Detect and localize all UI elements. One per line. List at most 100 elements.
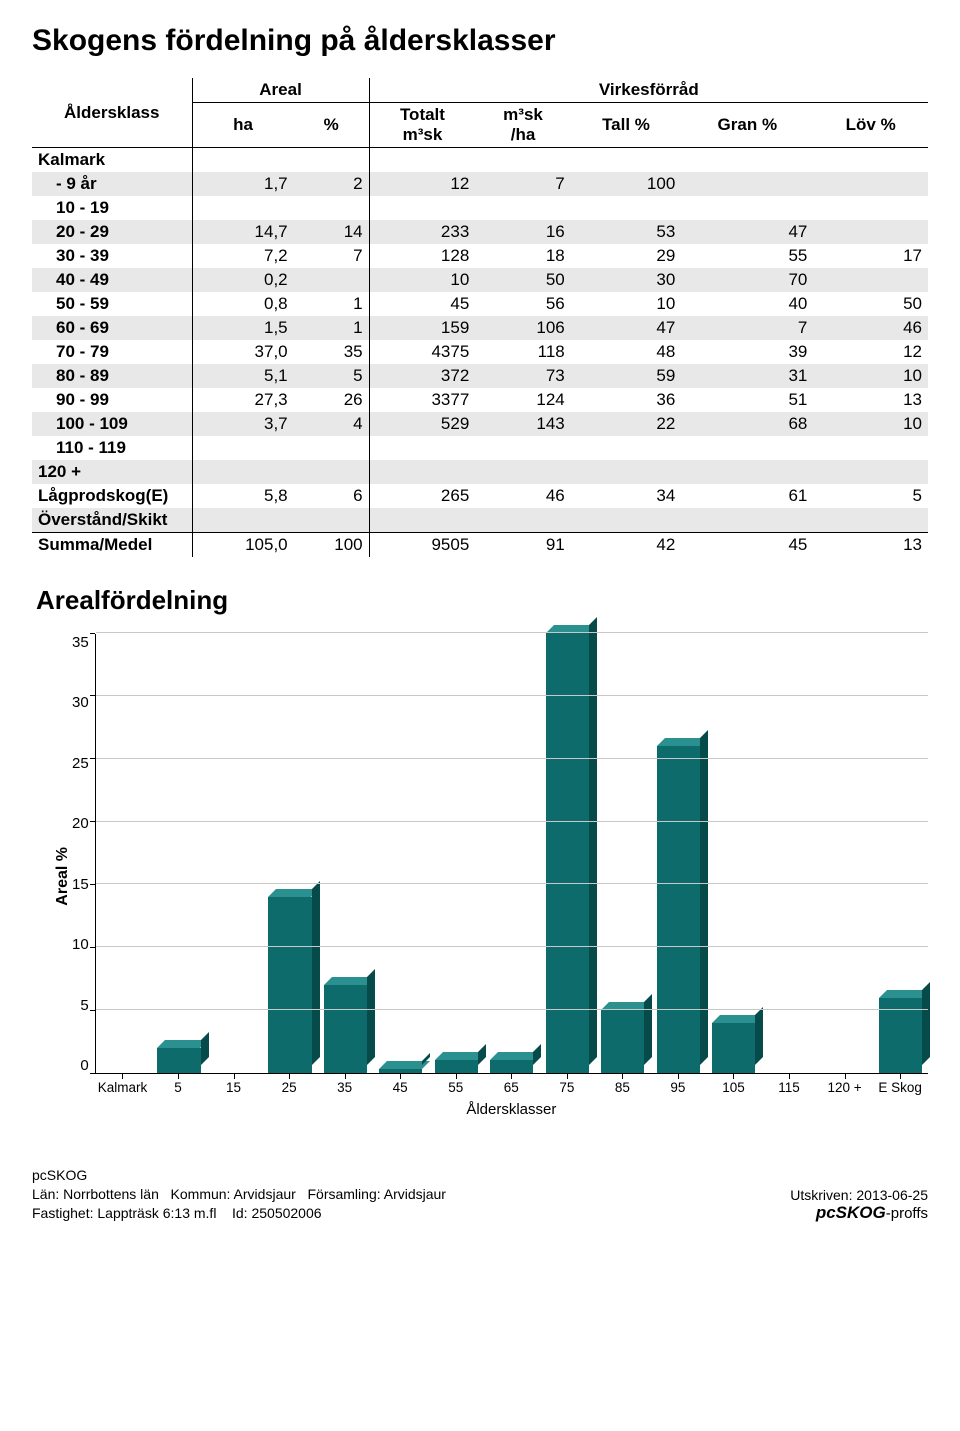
xtick-label: 35 xyxy=(317,1080,373,1095)
xtick-label: 120 + xyxy=(817,1080,873,1095)
table-row: 80 - 895,1537273593110 xyxy=(32,364,928,388)
cell: 10 xyxy=(813,412,928,436)
cell: 372 xyxy=(369,364,475,388)
bar xyxy=(324,985,367,1073)
table-row: 100 - 1093,74529143226810 xyxy=(32,412,928,436)
th-group-areal: Areal xyxy=(192,78,369,103)
chart-yaxis: 35302520151050 xyxy=(72,634,95,1074)
cell: 61 xyxy=(681,484,813,508)
bar xyxy=(435,1060,478,1073)
cell xyxy=(475,436,570,460)
cell: 106 xyxy=(475,316,570,340)
cell xyxy=(192,460,294,484)
bar-slot xyxy=(762,634,817,1073)
cell: 50 xyxy=(813,292,928,316)
ytick-label: 25 xyxy=(72,755,89,772)
cell: Lågprodskog(E) xyxy=(32,484,192,508)
cell xyxy=(475,196,570,220)
cell: 31 xyxy=(681,364,813,388)
th-aldersklass: Åldersklass xyxy=(32,78,192,148)
cell: 59 xyxy=(571,364,682,388)
bar-slot xyxy=(373,634,428,1073)
cell xyxy=(369,508,475,533)
cell: 0,2 xyxy=(192,268,294,292)
cell: 10 xyxy=(571,292,682,316)
brand-name: pcSKOG xyxy=(816,1203,886,1222)
xtick-label: 75 xyxy=(539,1080,595,1095)
xtick-label: Kalmark xyxy=(95,1080,151,1095)
bar-slot xyxy=(429,634,484,1073)
bar-slot xyxy=(262,634,317,1073)
table-row: 40 - 490,210503070 xyxy=(32,268,928,292)
xtick-label: E Skog xyxy=(872,1080,928,1095)
bar-slot xyxy=(817,634,872,1073)
table-row: 10 - 19 xyxy=(32,196,928,220)
cell: 36 xyxy=(571,388,682,412)
xtick-label: 115 xyxy=(761,1080,817,1095)
xtick-label: 25 xyxy=(261,1080,317,1095)
cell xyxy=(475,508,570,533)
cell: 12 xyxy=(369,172,475,196)
cell: 50 - 59 xyxy=(32,292,192,316)
brand-suffix: -proffs xyxy=(886,1205,928,1222)
cell: 100 xyxy=(571,172,682,196)
cell: 70 - 79 xyxy=(32,340,192,364)
grid-line xyxy=(96,758,928,759)
cell: 47 xyxy=(681,220,813,244)
cell: 1 xyxy=(294,292,369,316)
ytick-mark xyxy=(90,758,95,759)
table-body: Kalmark - 9 år1,7212710010 - 1920 - 2914… xyxy=(32,148,928,558)
cell: 68 xyxy=(681,412,813,436)
chart-plot xyxy=(95,634,928,1074)
footer-kommun: Kommun: Arvidsjaur xyxy=(171,1186,296,1202)
cell: 14 xyxy=(294,220,369,244)
cell: 55 xyxy=(681,244,813,268)
table-row: 70 - 7937,0354375118483912 xyxy=(32,340,928,364)
cell xyxy=(369,196,475,220)
grid-line xyxy=(96,695,928,696)
cell: 45 xyxy=(369,292,475,316)
ytick-label: 5 xyxy=(80,997,88,1014)
cell: 100 xyxy=(294,533,369,558)
cell: 529 xyxy=(369,412,475,436)
cell: 42 xyxy=(571,533,682,558)
bar-slot xyxy=(96,634,151,1073)
cell xyxy=(681,508,813,533)
cell xyxy=(294,460,369,484)
cell: 9505 xyxy=(369,533,475,558)
ytick-mark xyxy=(90,695,95,696)
chart-bars xyxy=(96,634,928,1073)
ytick-label: 15 xyxy=(72,876,89,893)
bar xyxy=(268,897,311,1073)
cell xyxy=(192,508,294,533)
cell: 45 xyxy=(681,533,813,558)
cell: 6 xyxy=(294,484,369,508)
th-tot: Totalt m³sk xyxy=(369,103,475,148)
cell: 27,3 xyxy=(192,388,294,412)
chart-title: Arealfördelning xyxy=(36,585,928,616)
bar xyxy=(657,746,700,1073)
cell: 118 xyxy=(475,340,570,364)
xtick-label: 45 xyxy=(372,1080,428,1095)
table-row: - 9 år1,72127100 xyxy=(32,172,928,196)
ytick-label: 20 xyxy=(72,815,89,832)
cell: 3377 xyxy=(369,388,475,412)
cell: 159 xyxy=(369,316,475,340)
cell: 46 xyxy=(475,484,570,508)
cell: 73 xyxy=(475,364,570,388)
ytick-mark xyxy=(90,1073,95,1074)
grid-line xyxy=(96,632,928,633)
cell: 5,1 xyxy=(192,364,294,388)
cell xyxy=(294,436,369,460)
bar xyxy=(157,1048,200,1073)
cell: 20 - 29 xyxy=(32,220,192,244)
cell: 7,2 xyxy=(192,244,294,268)
cell xyxy=(192,196,294,220)
cell: 48 xyxy=(571,340,682,364)
cell: 1,5 xyxy=(192,316,294,340)
th-gran: Gran % xyxy=(681,103,813,148)
cell: 90 - 99 xyxy=(32,388,192,412)
cell xyxy=(294,508,369,533)
footer-left: pcSKOG Län: Norrbottens län Kommun: Arvi… xyxy=(32,1166,446,1223)
xtick-label: 5 xyxy=(150,1080,206,1095)
